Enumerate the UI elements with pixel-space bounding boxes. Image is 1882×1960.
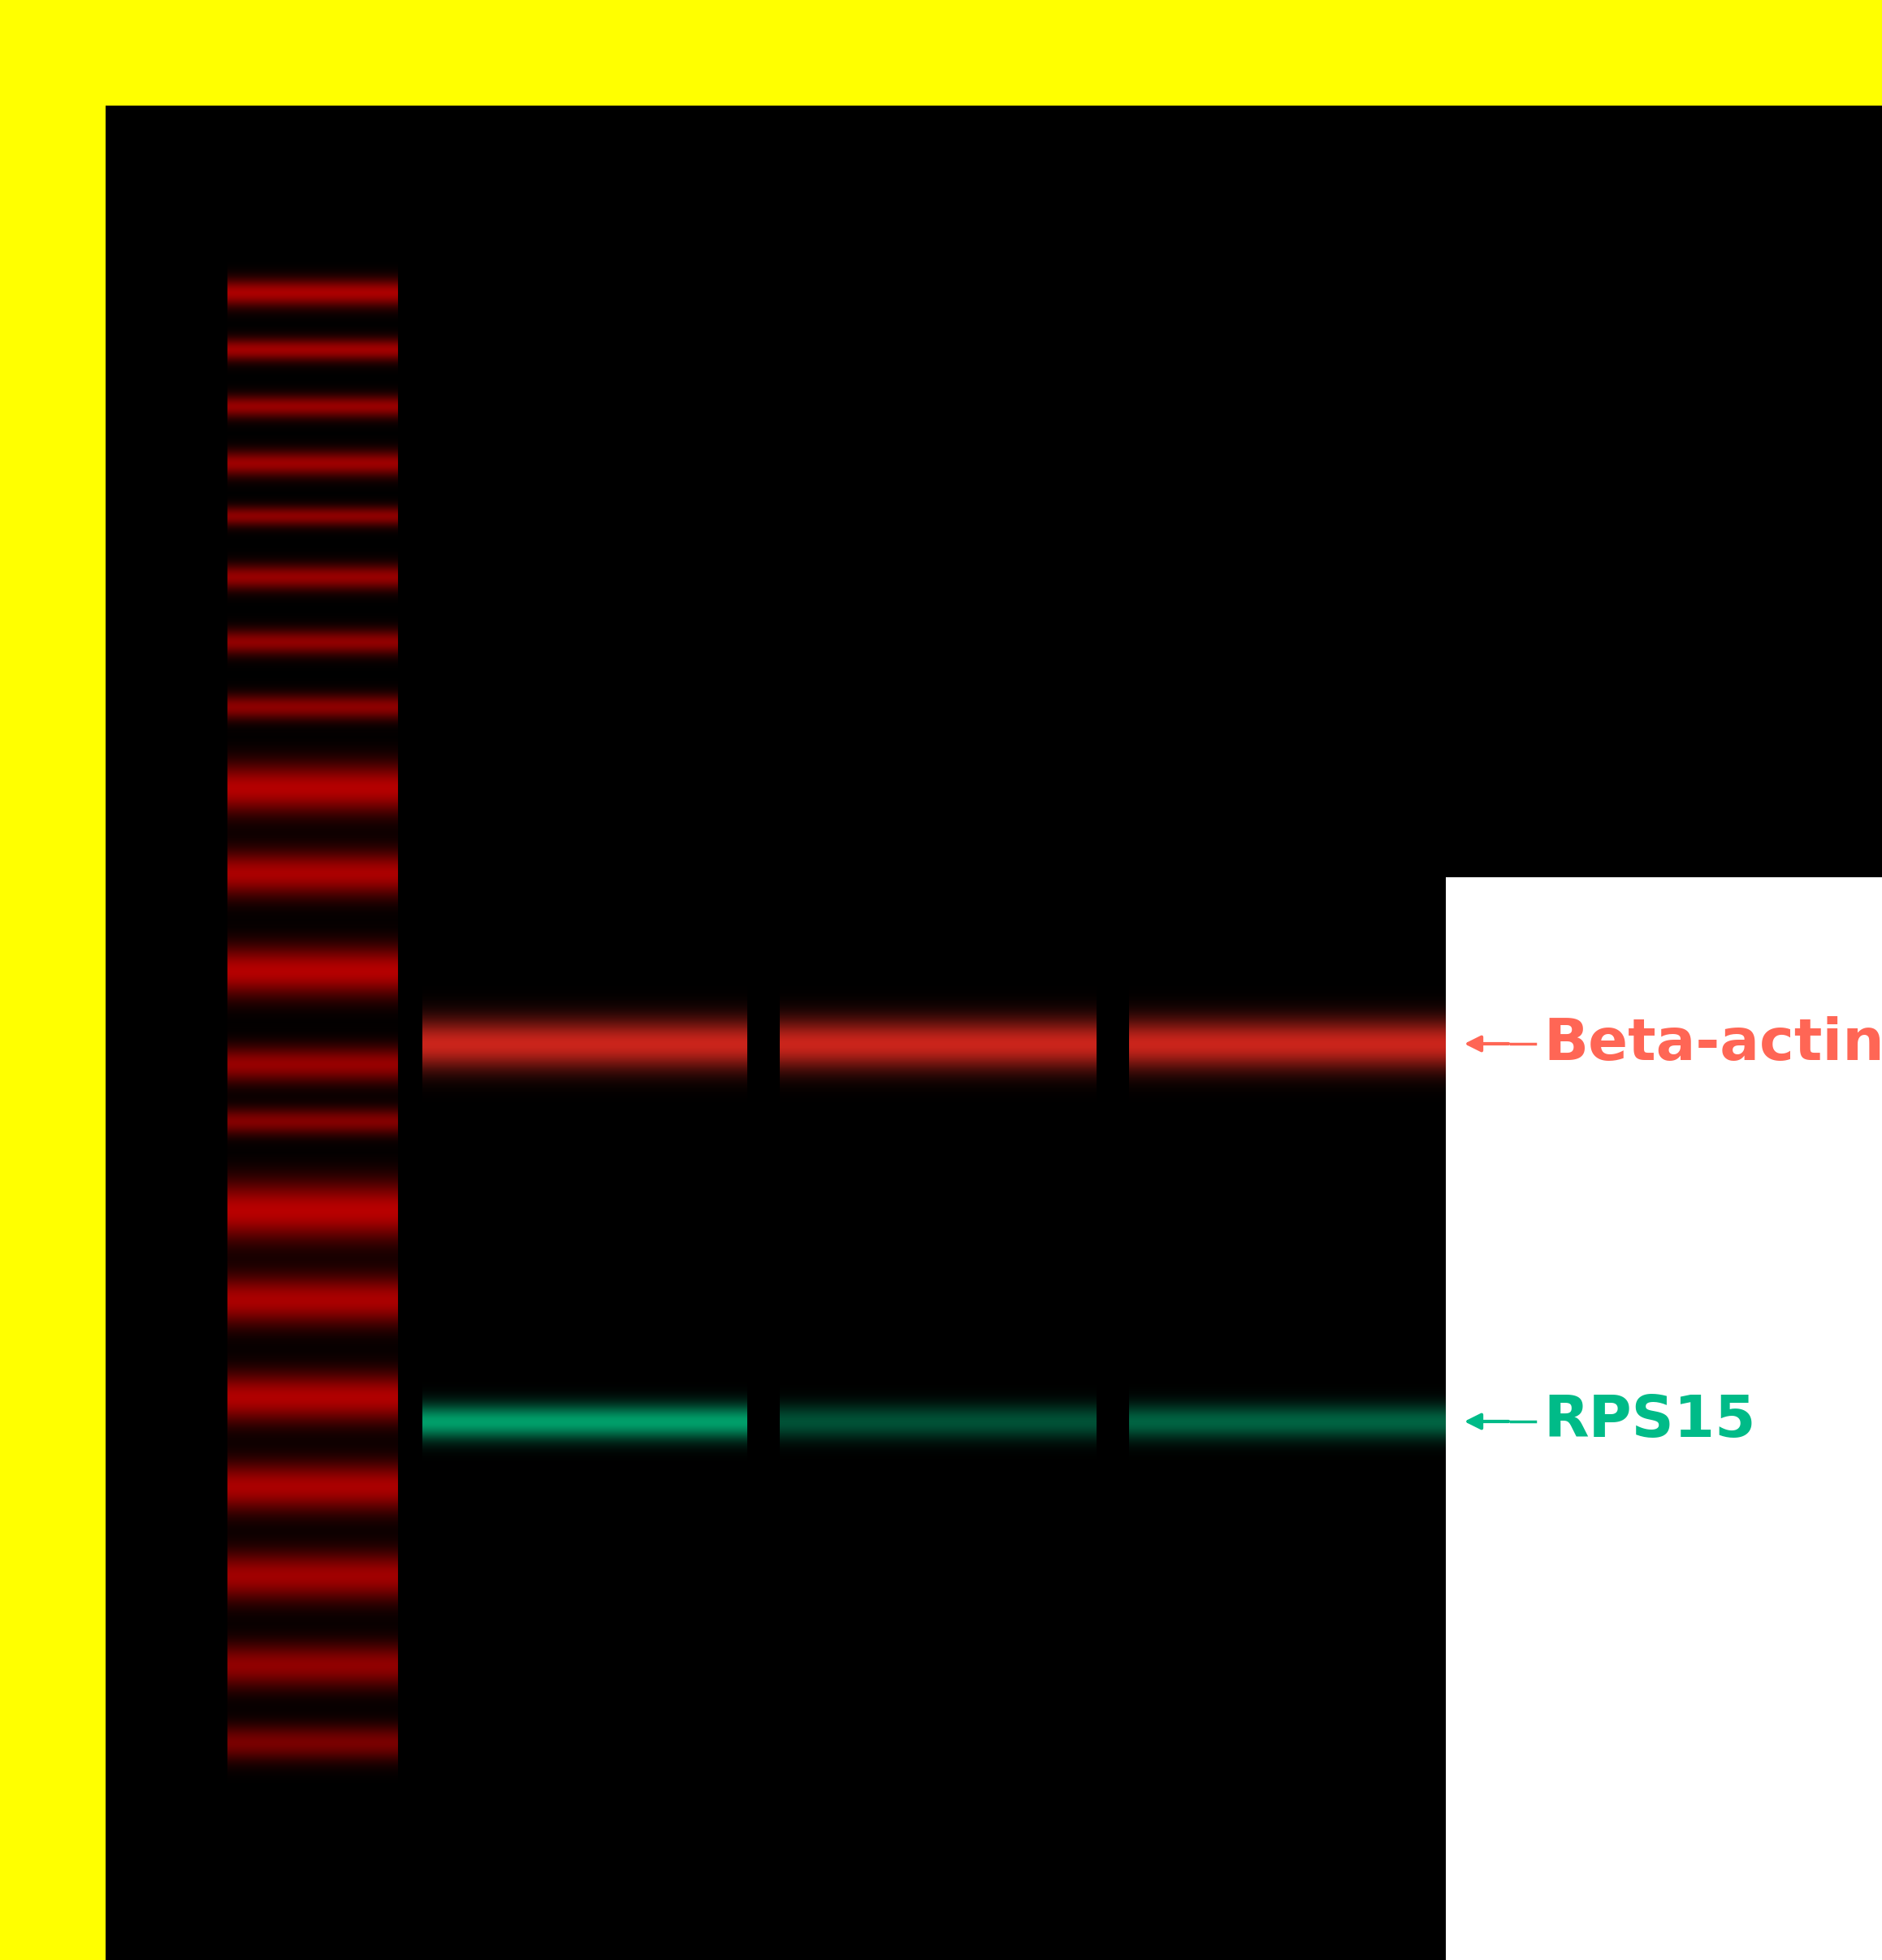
Text: Beta-actin: Beta-actin (1543, 1015, 1882, 1072)
Text: RPS15: RPS15 (1543, 1394, 1756, 1450)
